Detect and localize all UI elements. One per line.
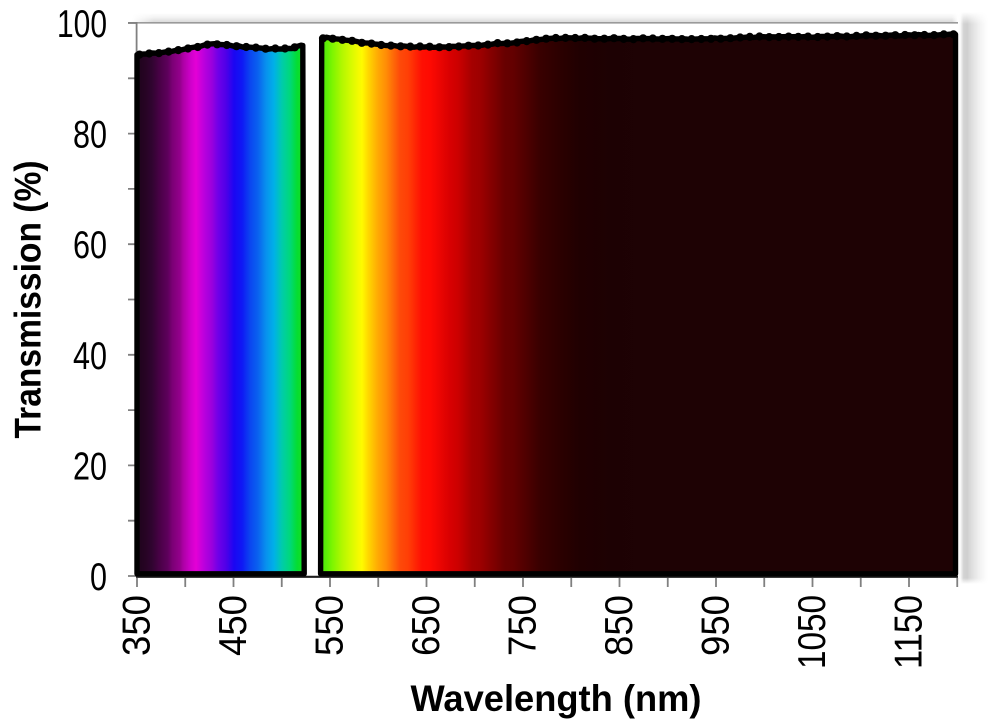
svg-text:20: 20 (73, 445, 107, 488)
svg-text:0: 0 (90, 556, 107, 599)
svg-text:60: 60 (73, 224, 107, 267)
svg-text:1050: 1050 (791, 595, 834, 669)
svg-text:950: 950 (694, 595, 737, 656)
svg-text:Wavelength (nm): Wavelength (nm) (411, 678, 702, 719)
svg-text:100: 100 (57, 3, 107, 46)
svg-text:850: 850 (598, 595, 641, 656)
svg-text:350: 350 (116, 595, 159, 656)
svg-text:550: 550 (309, 595, 352, 656)
svg-text:650: 650 (405, 595, 448, 656)
svg-text:80: 80 (73, 114, 107, 157)
svg-text:750: 750 (502, 595, 545, 656)
svg-text:Transmission (%): Transmission (%) (8, 161, 49, 439)
svg-text:40: 40 (73, 335, 107, 378)
svg-text:450: 450 (212, 595, 255, 656)
svg-text:1150: 1150 (887, 595, 930, 669)
